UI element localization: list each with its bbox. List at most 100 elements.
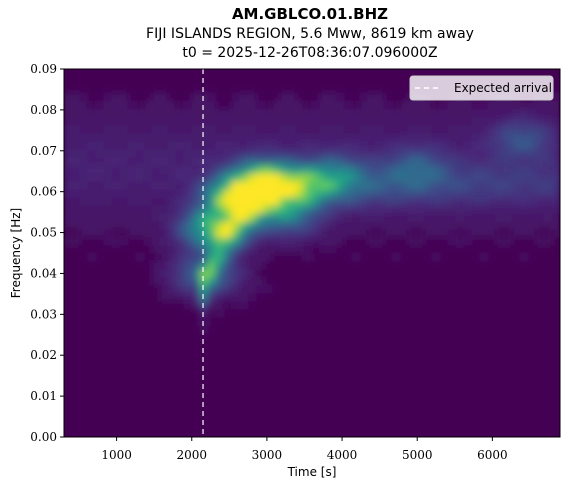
heatmap-cell	[455, 180, 465, 190]
heatmap-cell	[535, 188, 545, 198]
heatmap-cell	[215, 132, 225, 142]
heatmap-cell	[471, 124, 481, 134]
heatmap-cell	[407, 116, 417, 126]
heatmap-cell	[87, 228, 97, 238]
heatmap-cell	[263, 228, 273, 238]
heatmap-cell	[215, 292, 225, 302]
heatmap-cell	[231, 236, 241, 246]
heatmap-cell	[223, 124, 233, 134]
heatmap-cell	[287, 204, 297, 214]
heatmap-cell	[191, 292, 201, 302]
heatmap-cell	[511, 220, 521, 230]
heatmap-cell	[263, 108, 273, 118]
heatmap-cell	[535, 220, 545, 230]
heatmap-cell	[415, 204, 425, 214]
heatmap-cell	[327, 140, 337, 150]
heatmap-cell	[79, 124, 89, 134]
heatmap-cell	[167, 284, 177, 294]
heatmap-cell	[487, 196, 497, 206]
heatmap-cell	[143, 140, 153, 150]
heatmap-cell	[167, 148, 177, 158]
legend-box	[409, 75, 554, 101]
heatmap-cell	[199, 140, 209, 150]
heatmap-cell	[439, 116, 449, 126]
heatmap-cell	[199, 204, 209, 214]
heatmap-cell	[287, 140, 297, 150]
heatmap-cell	[207, 204, 217, 214]
heatmap-cell	[79, 116, 89, 126]
heatmap-cell	[311, 228, 321, 238]
heatmap-cell	[375, 148, 385, 158]
heatmap-cell	[359, 124, 369, 134]
heatmap-cell	[175, 164, 185, 174]
heatmap-cell	[447, 204, 457, 214]
heatmap-cell	[191, 124, 201, 134]
heatmap-cell	[503, 164, 513, 174]
x-axis-ticks: 1000 2000 3000 4000 5000 6000	[101, 437, 508, 462]
heatmap-cell	[279, 140, 289, 150]
heatmap-cell	[319, 180, 329, 190]
heatmap-cell	[215, 236, 225, 246]
heatmap-cell	[335, 164, 345, 174]
heatmap-cell	[87, 116, 97, 126]
heatmap-cell	[159, 140, 169, 150]
heatmap-cell	[471, 148, 481, 158]
heatmap-cell	[103, 196, 113, 206]
heatmap-cell	[423, 108, 433, 118]
heatmap-cell	[343, 156, 353, 166]
heatmap-cell	[359, 116, 369, 126]
heatmap-cell	[64, 132, 73, 142]
heatmap-cell	[223, 220, 233, 230]
heatmap-cell	[223, 164, 233, 174]
heatmap-cell	[111, 92, 121, 102]
heatmap-cell	[471, 156, 481, 166]
heatmap-cell	[463, 156, 473, 166]
heatmap-cell	[383, 140, 393, 150]
heatmap-cell	[103, 236, 113, 246]
heatmap-cell	[359, 204, 369, 214]
heatmap-cell	[487, 116, 497, 126]
heatmap-cell	[551, 92, 560, 102]
heatmap-cell	[431, 148, 441, 158]
heatmap-cell	[527, 172, 537, 182]
heatmap-cell	[471, 164, 481, 174]
heatmap-cell	[503, 148, 513, 158]
heatmap-cell	[503, 212, 513, 222]
heatmap-cell	[199, 108, 209, 118]
heatmap-cell	[471, 188, 481, 198]
heatmap-cell	[207, 172, 217, 182]
heatmap-cell	[167, 164, 177, 174]
heatmap-cell	[167, 108, 177, 118]
heatmap-cell	[407, 172, 417, 182]
heatmap-cell	[271, 220, 281, 230]
heatmap-cell	[351, 180, 361, 190]
heatmap-cell	[231, 116, 241, 126]
heatmap-cell	[279, 244, 289, 254]
heatmap-cell	[175, 124, 185, 134]
heatmap-cell	[479, 140, 489, 150]
heatmap-cell	[447, 132, 457, 142]
heatmap-cell	[423, 132, 433, 142]
heatmap-cell	[247, 260, 257, 270]
heatmap-cell	[295, 132, 305, 142]
heatmap-cell	[359, 180, 369, 190]
heatmap-cell	[207, 148, 217, 158]
heatmap-cell	[271, 124, 281, 134]
heatmap-cell	[215, 180, 225, 190]
heatmap-cell	[167, 188, 177, 198]
heatmap-cell	[207, 228, 217, 238]
heatmap-cell	[367, 124, 377, 134]
heatmap-cell	[151, 140, 161, 150]
x-axis-label: Time [s]	[287, 465, 337, 479]
heatmap-cell	[87, 132, 97, 142]
heatmap-cell	[215, 268, 225, 278]
heatmap-cell	[111, 140, 121, 150]
heatmap-cell	[359, 212, 369, 222]
heatmap-cell	[175, 204, 185, 214]
heatmap-cell	[391, 228, 401, 238]
heatmap-cell	[167, 172, 177, 182]
heatmap-cell	[447, 236, 457, 246]
heatmap-cell	[463, 116, 473, 126]
heatmap-cell	[223, 244, 233, 254]
heatmap-cell	[199, 124, 209, 134]
